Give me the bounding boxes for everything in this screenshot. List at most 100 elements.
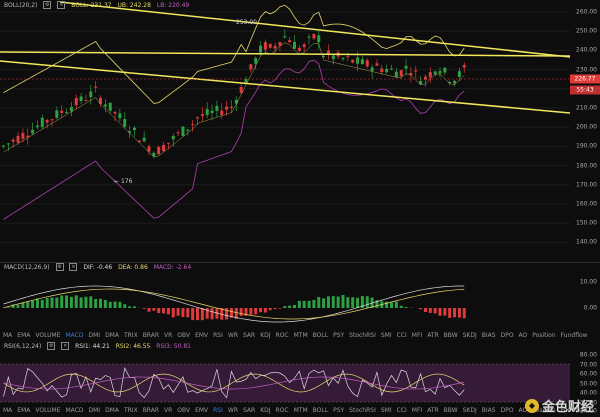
indicator-tab-cci[interactable]: CCI	[396, 332, 407, 339]
indicator-tab-smi[interactable]: SMI	[380, 407, 392, 414]
indicator-tab-bbw[interactable]: BBW	[443, 332, 458, 339]
indicator-tab-dpo[interactable]: DPO	[500, 407, 514, 414]
candle-body	[128, 131, 132, 133]
main-chart-pane[interactable]: BOLL(20,2) ⚙ × BOLL: 231.37 UB: 242.28 L…	[0, 0, 600, 262]
indicator-tab-wr[interactable]: WR	[227, 407, 238, 414]
macd-histogram-bar	[31, 300, 35, 308]
indicator-tab-ao[interactable]: AO	[518, 332, 528, 339]
indicator-tab-skdj[interactable]: SKDJ	[462, 332, 477, 339]
indicator-tab-emv[interactable]: EMV	[195, 407, 209, 414]
indicator-tab-dmi[interactable]: DMI	[88, 407, 101, 414]
indicator-tab-kdj[interactable]: KDJ	[260, 407, 271, 414]
macd-histogram-bar	[162, 308, 166, 314]
indicator-tab-cci[interactable]: CCI	[396, 407, 407, 414]
indicator-tab-smi[interactable]: SMI	[380, 332, 392, 339]
candle-body	[390, 68, 393, 70]
indicator-tab-fundflow[interactable]: Fundflow	[560, 407, 588, 414]
settings-icon[interactable]: ⚙	[43, 1, 52, 9]
macd-histogram-bar	[210, 308, 214, 320]
indicator-tab-psy[interactable]: PSY	[333, 407, 345, 414]
indicator-tab-stochrsi[interactable]: StochRSI	[349, 407, 376, 414]
candle-body	[186, 129, 190, 131]
indicator-tab-stochrsi[interactable]: StochRSI	[349, 332, 376, 339]
indicator-tab-emv[interactable]: EMV	[195, 332, 209, 339]
close-icon[interactable]: ×	[57, 1, 66, 9]
indicator-tab-dma[interactable]: DMA	[105, 407, 119, 414]
settings-icon[interactable]: ⚙	[55, 263, 64, 271]
candle-body	[331, 55, 335, 60]
indicator-tab-position[interactable]: Position	[532, 407, 556, 414]
macd-legend: MACD(12,26,9) ⚙ × DIF: -0.46 DEA: 0.86 M…	[4, 263, 195, 271]
indicator-tab-vr[interactable]: VR	[164, 332, 173, 339]
macd-tick: 0.00	[583, 304, 597, 312]
macd-histogram-bar	[89, 296, 93, 308]
indicator-tab-skdj[interactable]: SKDJ	[462, 407, 477, 414]
indicator-tab-brar[interactable]: BRAR	[142, 407, 160, 414]
indicator-tab-sar[interactable]: SAR	[243, 332, 256, 339]
settings-icon[interactable]: ⚙	[47, 342, 56, 350]
indicator-tab-psy[interactable]: PSY	[333, 332, 345, 339]
indicator-tab-mtm[interactable]: MTM	[293, 407, 308, 414]
indicator-tab-trix[interactable]: TRIX	[123, 332, 138, 339]
candle-body	[385, 68, 389, 73]
indicator-tab-trix[interactable]: TRIX	[123, 407, 138, 414]
pane-divider[interactable]	[0, 262, 600, 263]
indicator-tab-dmi[interactable]: DMI	[88, 332, 101, 339]
indicator-tab-roc[interactable]: ROC	[275, 407, 289, 414]
macd-pane[interactable]: MACD(12,26,9) ⚙ × DIF: -0.46 DEA: 0.86 M…	[0, 262, 600, 330]
indicator-tab-boll[interactable]: BOLL	[312, 332, 329, 339]
candle-body	[375, 63, 379, 66]
candle-body	[215, 105, 219, 111]
indicator-tab-dma[interactable]: DMA	[105, 332, 119, 339]
indicator-tab-mfi[interactable]: MFI	[411, 407, 423, 414]
macd-histogram-bar	[142, 308, 146, 309]
indicator-tab-ema[interactable]: EMA	[17, 407, 31, 414]
indicator-tab-wr[interactable]: WR	[227, 332, 238, 339]
boll-middle-band	[3, 42, 465, 158]
indicator-tab-boll[interactable]: BOLL	[312, 407, 329, 414]
indicator-tab-ao[interactable]: AO	[518, 407, 528, 414]
macd-histogram-bar	[404, 307, 408, 308]
indicator-tab-sar[interactable]: SAR	[243, 407, 256, 414]
indicator-tab-bias[interactable]: BIAS	[481, 407, 496, 414]
indicator-tab-position[interactable]: Position	[532, 332, 556, 339]
rsi-pane[interactable]: RSI(6,12,24) ⚙ × RSI1: 44.21 RSI2: 46.55…	[0, 341, 600, 406]
indicator-tab-volume[interactable]: VOLUME	[35, 407, 61, 414]
logo-icon: ◆	[524, 398, 539, 413]
indicator-tab-ma[interactable]: MA	[3, 407, 13, 414]
indicator-tab-brar[interactable]: BRAR	[142, 332, 160, 339]
indicator-tab-mfi[interactable]: MFI	[411, 332, 423, 339]
rsi-bottom-tick: 20.00	[579, 407, 597, 415]
indicator-tab-fundflow[interactable]: Fundflow	[560, 332, 588, 339]
indicator-tab-ma[interactable]: MA	[3, 332, 13, 339]
candle-body	[457, 71, 461, 78]
indicator-tab-mtm[interactable]: MTM	[293, 332, 308, 339]
candle-body	[69, 107, 73, 112]
close-icon[interactable]: ×	[61, 342, 70, 350]
candle-body	[356, 57, 360, 64]
indicator-tab-obv[interactable]: OBV	[177, 332, 191, 339]
indicator-tab-vr[interactable]: VR	[164, 407, 173, 414]
indicator-tab-kdj[interactable]: KDJ	[260, 332, 271, 339]
indicator-tab-atr[interactable]: ATR	[427, 332, 439, 339]
indicator-tab-bias[interactable]: BIAS	[481, 332, 496, 339]
candle-body	[50, 119, 54, 121]
candle-body	[103, 104, 107, 107]
indicator-tab-roc[interactable]: ROC	[275, 332, 289, 339]
indicator-tab-rsi[interactable]: RSI	[213, 407, 223, 414]
close-icon[interactable]: ×	[69, 263, 78, 271]
price-tick: 180.00	[576, 162, 597, 170]
rsi3-line	[3, 376, 465, 390]
candle-body	[288, 40, 292, 43]
indicator-tab-macd[interactable]: MACD	[65, 332, 84, 339]
macd-histogram-bar	[205, 308, 209, 319]
indicator-tab-macd[interactable]: MACD	[65, 407, 84, 414]
trendline-upper	[59, 1, 571, 58]
indicator-tab-rsi[interactable]: RSI	[213, 332, 223, 339]
indicator-tab-volume[interactable]: VOLUME	[35, 332, 61, 339]
indicator-tab-ema[interactable]: EMA	[17, 332, 31, 339]
indicator-tab-bbw[interactable]: BBW	[443, 407, 458, 414]
indicator-tab-obv[interactable]: OBV	[177, 407, 191, 414]
indicator-tab-atr[interactable]: ATR	[427, 407, 439, 414]
indicator-tab-dpo[interactable]: DPO	[500, 332, 514, 339]
